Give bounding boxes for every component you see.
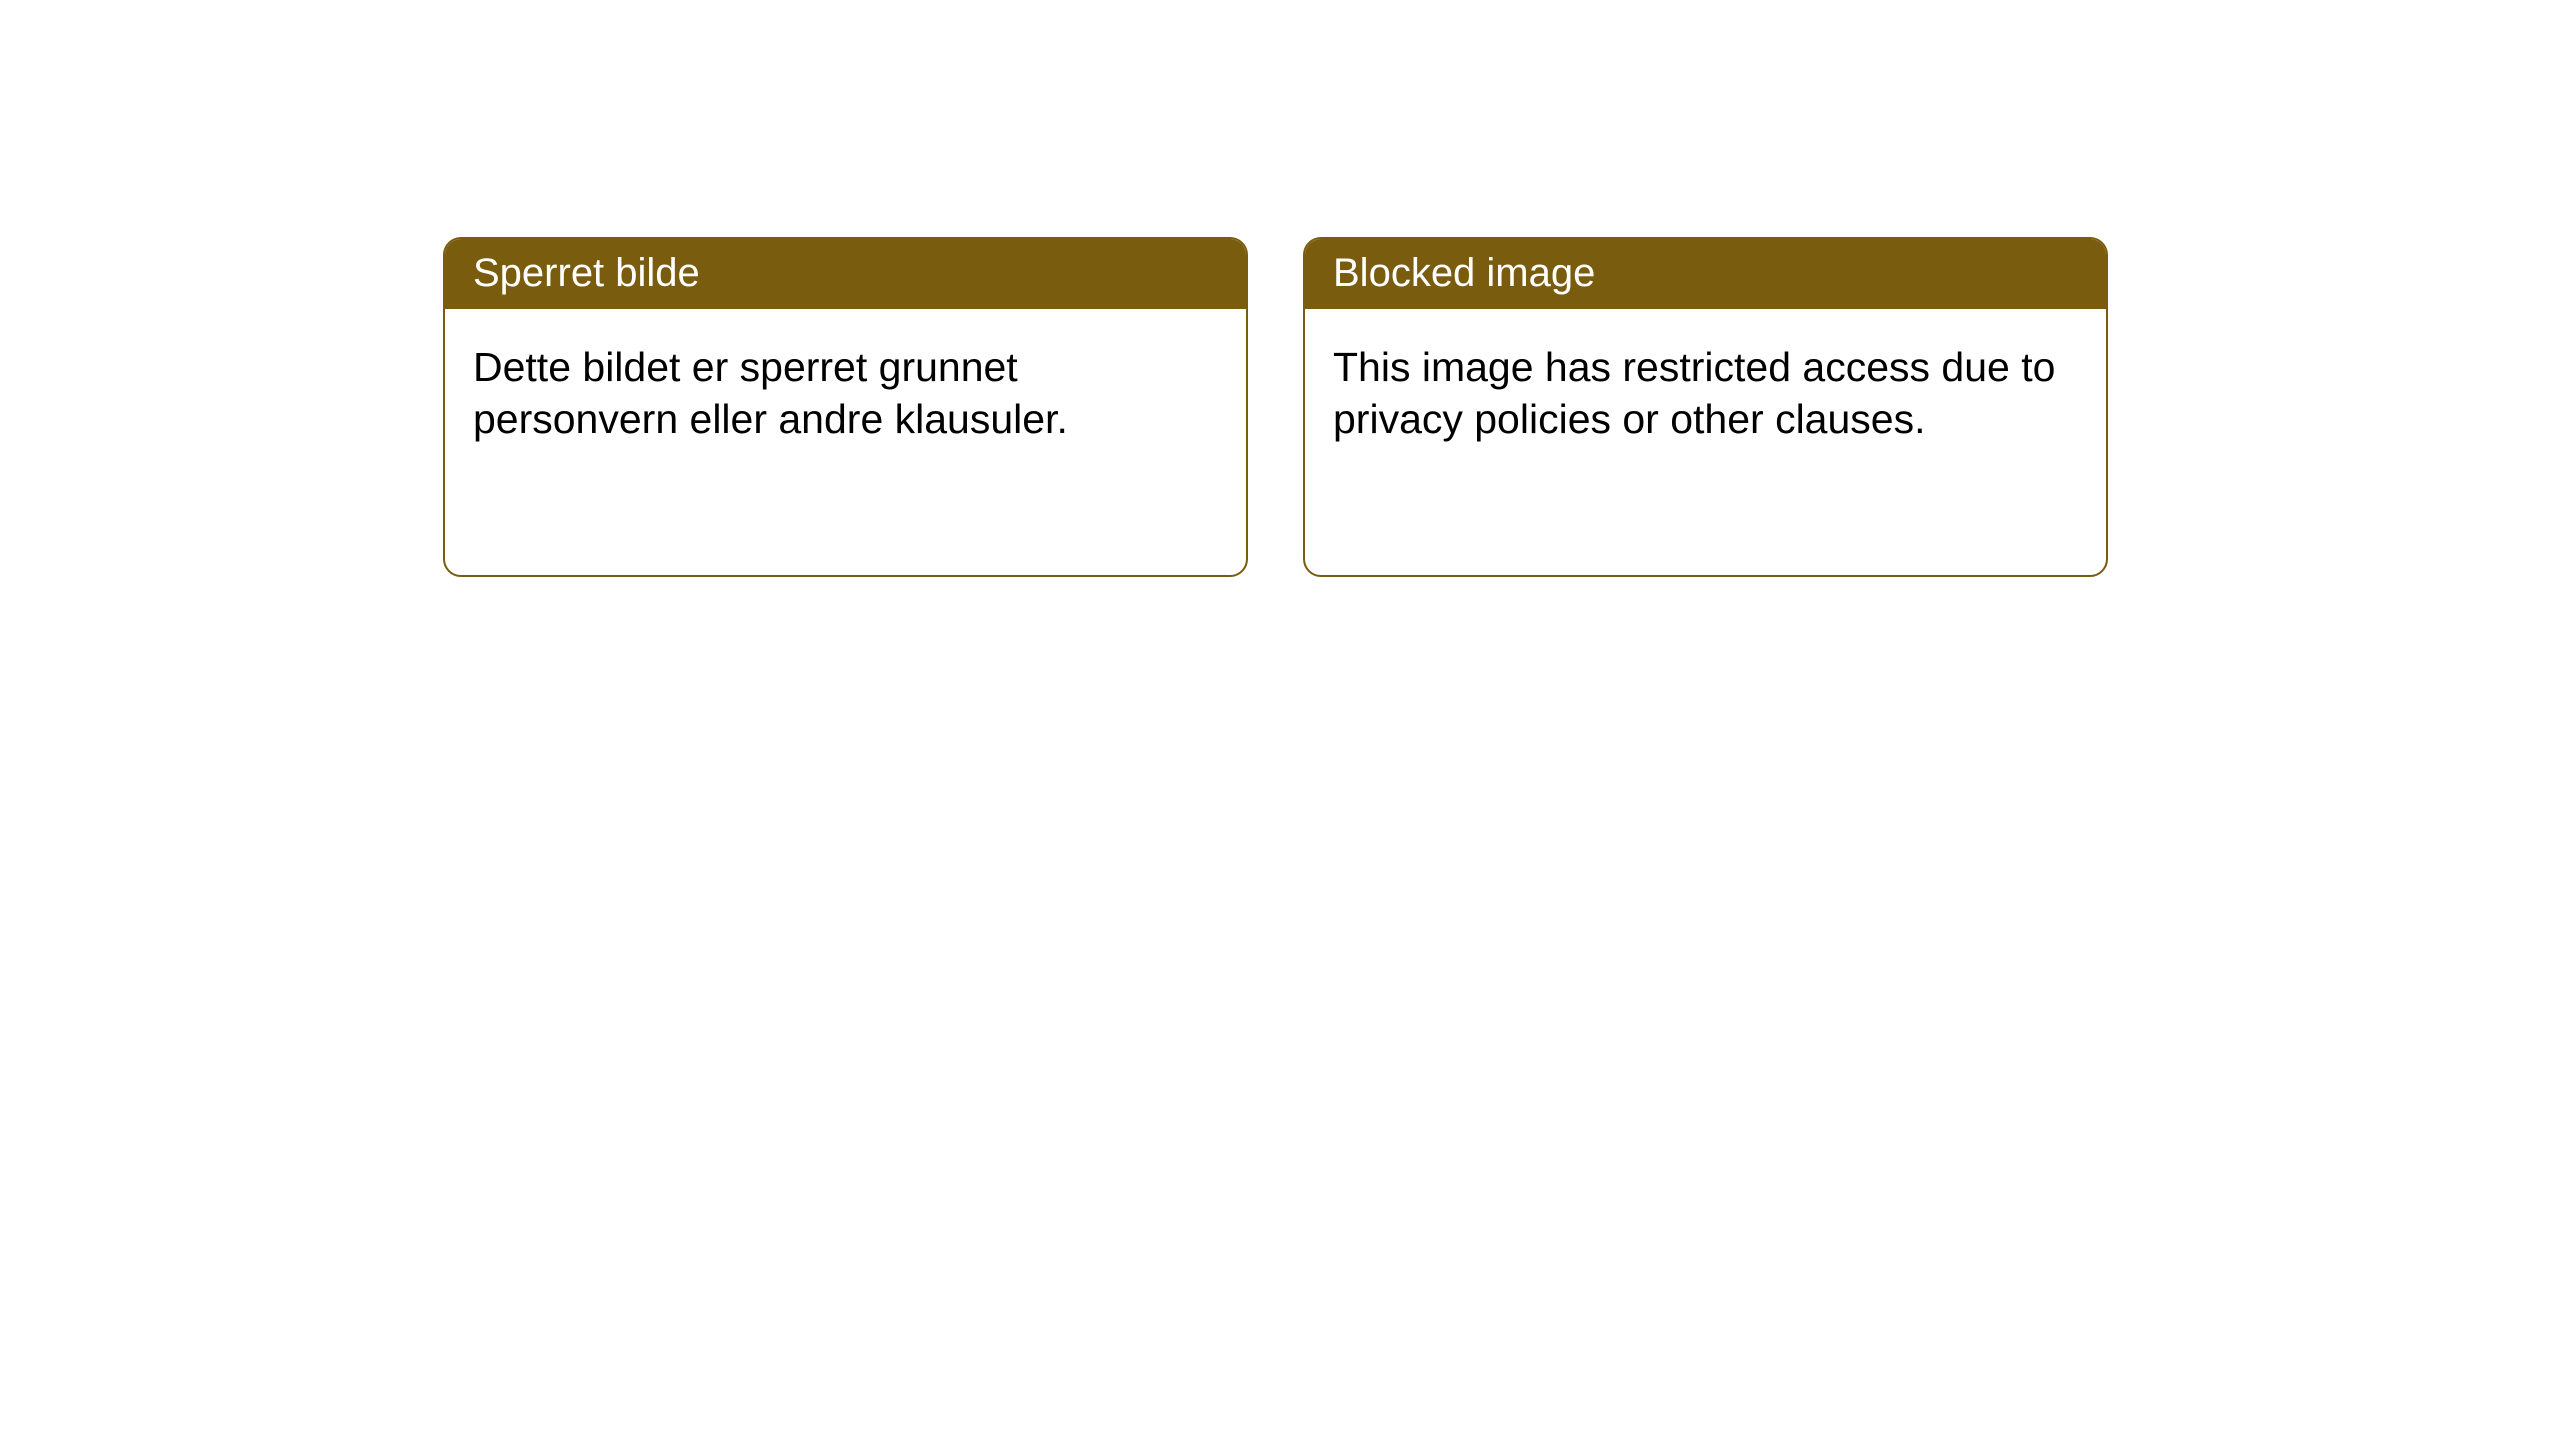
- notice-card-body-text: This image has restricted access due to …: [1333, 344, 2055, 442]
- notice-card-body: This image has restricted access due to …: [1305, 309, 2106, 478]
- notice-card-header: Sperret bilde: [445, 239, 1246, 309]
- notice-card-english: Blocked image This image has restricted …: [1303, 237, 2108, 577]
- notice-container: Sperret bilde Dette bildet er sperret gr…: [443, 237, 2108, 577]
- notice-card-title: Sperret bilde: [473, 251, 700, 295]
- notice-card-body: Dette bildet er sperret grunnet personve…: [445, 309, 1246, 478]
- notice-card-header: Blocked image: [1305, 239, 2106, 309]
- notice-card-norwegian: Sperret bilde Dette bildet er sperret gr…: [443, 237, 1248, 577]
- notice-card-title: Blocked image: [1333, 251, 1595, 295]
- notice-card-body-text: Dette bildet er sperret grunnet personve…: [473, 344, 1068, 442]
